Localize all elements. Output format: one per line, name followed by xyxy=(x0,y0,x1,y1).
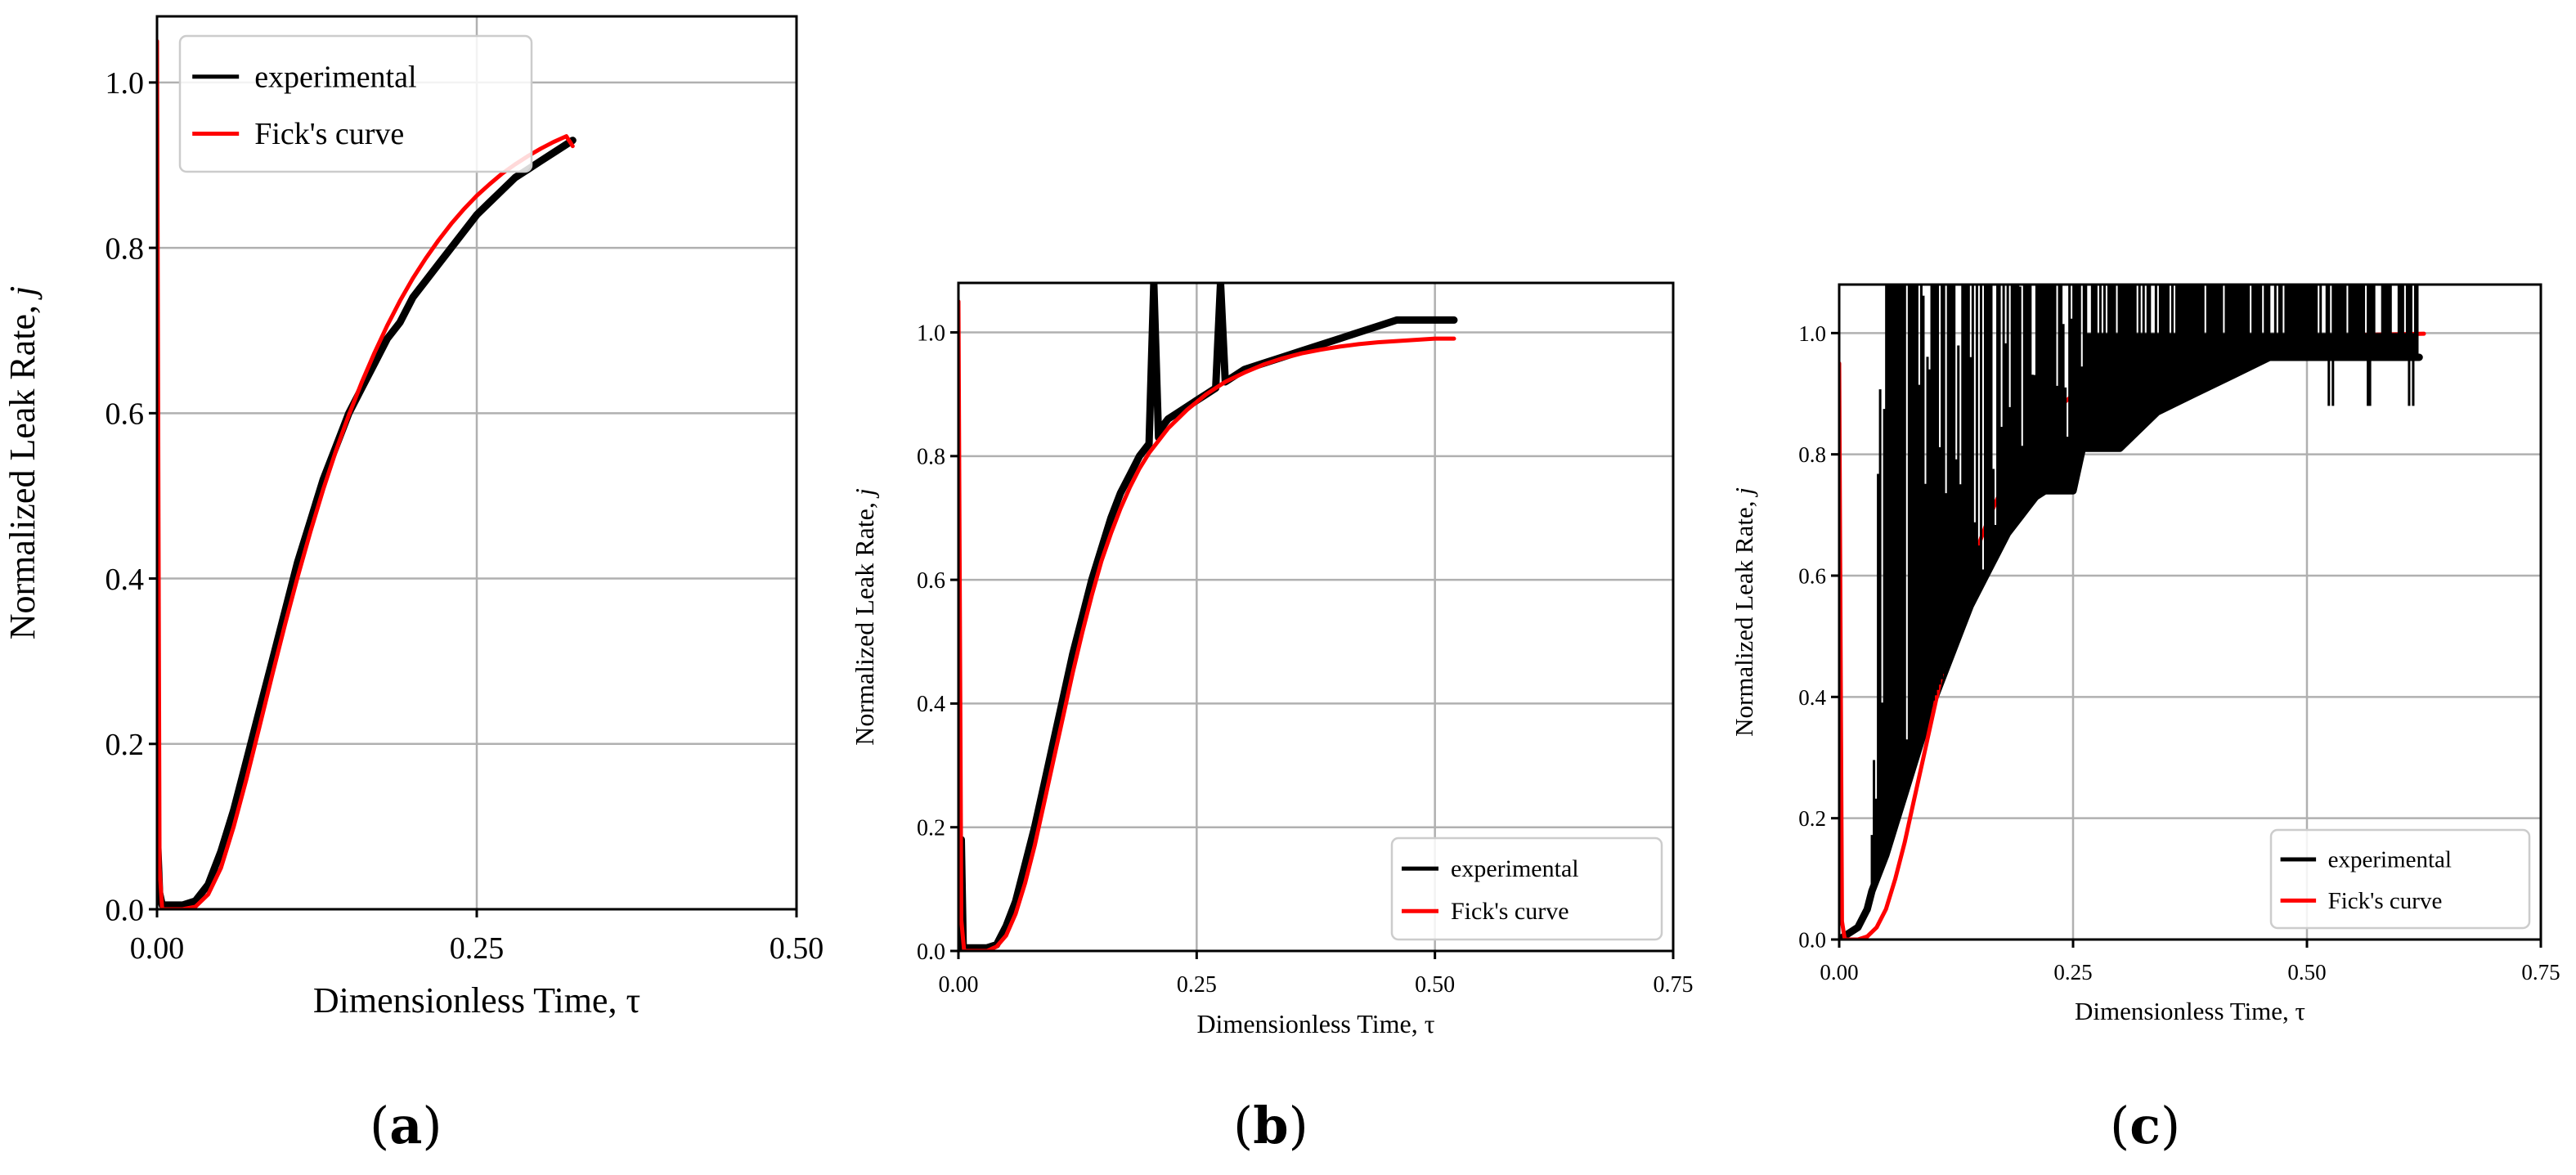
chart-b-legend-label-0: experimental xyxy=(1451,855,1579,882)
chart-c-xtick-label-0: 0.00 xyxy=(1820,960,1858,984)
chart-a-xtick-label-1: 0.25 xyxy=(450,931,505,966)
caption-b-letter: b xyxy=(1253,1096,1289,1155)
caption-a-letter: a xyxy=(389,1096,423,1155)
chart-c-ytick-label-1: 0.2 xyxy=(1798,806,1826,831)
chart-b-ylabel: Normalized Leak Rate, j xyxy=(850,488,879,746)
chart-c-ytick-label-4: 0.8 xyxy=(1798,442,1826,467)
chart-c-ytick-label-3: 0.6 xyxy=(1798,563,1826,588)
chart-b-series-fick-line xyxy=(958,299,1456,951)
chart-a-ytick-label-3: 0.6 xyxy=(105,397,145,432)
chart-c-axes-frame xyxy=(1838,283,2542,941)
chart-b-legend-label-1: Fick's curve xyxy=(1451,898,1569,925)
chart-c-legend-label-1: Fick's curve xyxy=(2328,888,2443,914)
chart-a-legend-label-1: Fick's curve xyxy=(254,117,404,151)
chart-b-ytick-label-2: 0.4 xyxy=(917,692,945,717)
chart-a-ytick-label-1: 0.2 xyxy=(105,728,145,762)
chart-b-series-experimental-line xyxy=(958,283,1458,951)
chart-b-xtick-label-2: 0.50 xyxy=(1415,972,1455,998)
chart-a-legend-label-0: experimental xyxy=(254,60,416,94)
chart-c-xtick-label-3: 0.75 xyxy=(2521,960,2560,984)
chart-c-ytick-label-0: 0.0 xyxy=(1798,927,1826,952)
chart-b-xtick-label-1: 0.25 xyxy=(1177,972,1217,998)
chart-c-noise-spikes xyxy=(1870,285,2419,891)
chart-b-ytick-label-4: 0.8 xyxy=(917,445,945,470)
chart-b-legend: experimental Fick's curve xyxy=(1390,836,1663,941)
caption-c: (c) xyxy=(2110,1096,2181,1155)
chart-c: 0.00 0.25 0.50 0.75 0.0 0.2 0.4 0.6 0.8 1.0 Dimens… xyxy=(1730,283,2560,1025)
chart-a-ytick-label-5: 1.0 xyxy=(105,66,145,101)
chart-b-xtick-label-0: 0.00 xyxy=(939,972,979,998)
chart-a: 0.00 0.25 0.50 0.0 0.2 0.4 0.6 0.8 1.0 Dimensionl… xyxy=(2,15,824,1020)
caption-a: (a) xyxy=(370,1096,442,1155)
chart-b-ytick-label-0: 0.0 xyxy=(917,940,945,965)
chart-c-ytick-label-2: 0.4 xyxy=(1798,685,1826,710)
chart-b-xlabel: Dimensionless Time, τ xyxy=(1196,1009,1434,1038)
chart-b-xtick-label-3: 0.75 xyxy=(1654,972,1694,998)
chart-c-ylabel: Normalized Leak Rate, j xyxy=(1730,487,1758,737)
chart-c-xlabel: Dimensionless Time, τ xyxy=(2075,997,2305,1025)
chart-a-ytick-label-2: 0.4 xyxy=(105,563,145,597)
chart-c-legend-label-0: experimental xyxy=(2328,847,2452,873)
caption-b: (b) xyxy=(1233,1096,1308,1155)
chart-c-legend: experimental Fick's curve xyxy=(2269,828,2531,930)
chart-b-ytick-label-5: 1.0 xyxy=(917,321,945,346)
chart-a-series-experimental-line xyxy=(157,137,577,909)
chart-b-ytick-label-1: 0.2 xyxy=(917,816,945,841)
chart-c-ytick-label-5: 1.0 xyxy=(1798,321,1826,346)
chart-a-ytick-label-4: 0.8 xyxy=(105,231,145,266)
chart-c-xtick-label-1: 0.25 xyxy=(2053,960,2092,984)
chart-a-xtick-label-0: 0.00 xyxy=(130,931,185,966)
chart-a-legend: experimental Fick's curve xyxy=(178,34,533,173)
caption-c-letter: c xyxy=(2129,1096,2161,1155)
chart-a-ytick-label-0: 0.0 xyxy=(105,893,145,927)
chart-a-xtick-label-2: 0.50 xyxy=(770,931,824,966)
chart-a-xlabel: Dimensionless Time, τ xyxy=(313,980,640,1020)
chart-a-ylabel: Normalized Leak Rate, j xyxy=(2,286,43,640)
chart-b: 0.00 0.25 0.50 0.75 0.0 0.2 0.4 0.6 0.8 1.0 Dimens… xyxy=(850,281,1694,1038)
chart-b-axes-frame xyxy=(957,281,1675,953)
chart-c-xtick-label-2: 0.50 xyxy=(2287,960,2326,984)
chart-b-ytick-label-3: 0.6 xyxy=(917,568,945,594)
